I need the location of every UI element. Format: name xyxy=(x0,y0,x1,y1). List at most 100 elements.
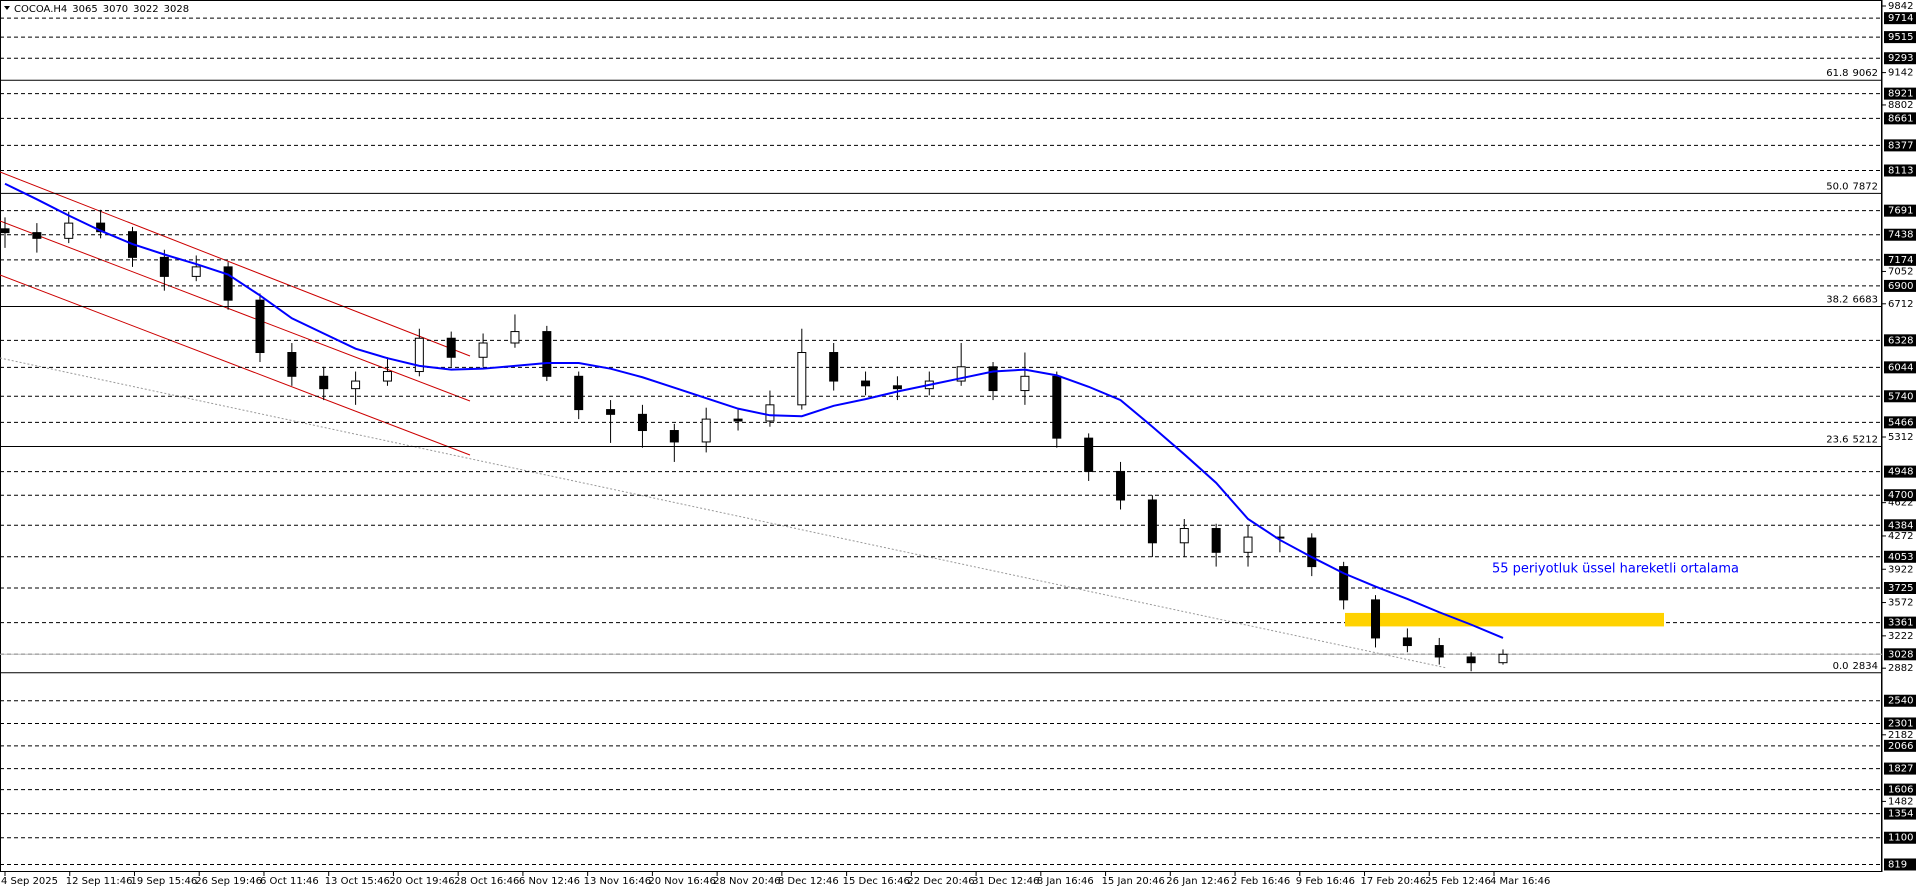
fib-ratio: 38.2 xyxy=(1826,295,1848,306)
level-label-box xyxy=(1884,390,1916,403)
level-label: 7438 xyxy=(1888,230,1913,241)
x-tick-label: 22 Dec 20:46 xyxy=(907,876,974,887)
level-label-box xyxy=(1884,717,1916,730)
fib-label: 50.0 7872 xyxy=(1826,181,1878,192)
level-label-box xyxy=(1884,519,1916,532)
y-tick-label: 4622 xyxy=(1888,498,1913,509)
channel-middle xyxy=(0,220,471,402)
candle-body xyxy=(1179,528,1189,544)
ema-line xyxy=(4,182,1504,639)
y-tick-label: 5312 xyxy=(1888,432,1913,443)
candle-body xyxy=(733,418,743,422)
y-tick-label: 9142 xyxy=(1888,68,1913,79)
level-label: 7174 xyxy=(1888,255,1913,266)
candle-body xyxy=(892,385,902,390)
level-label: 1100 xyxy=(1888,833,1913,844)
x-tick-label: 15 Dec 16:46 xyxy=(843,876,910,887)
quote-value: 3065 xyxy=(72,4,97,15)
y-tick-label: 3222 xyxy=(1888,631,1913,642)
level-label: 8661 xyxy=(1888,113,1913,124)
candle-body xyxy=(1466,656,1476,664)
candle-body xyxy=(574,375,584,411)
level-label: 1354 xyxy=(1888,809,1913,820)
x-tick-label: 25 Feb 12:46 xyxy=(1425,876,1491,887)
fib-label: 61.8 9062 xyxy=(1826,68,1878,79)
level-label-box xyxy=(1884,164,1916,177)
candle-body xyxy=(1147,499,1157,544)
trend-line xyxy=(0,357,1448,669)
x-tick-label: 6 Oct 11:46 xyxy=(260,876,319,887)
x-tick-label: 13 Nov 16:46 xyxy=(584,876,651,887)
y-tick-label: 3572 xyxy=(1888,598,1913,609)
x-tick-label: 6 Nov 12:46 xyxy=(519,876,580,887)
level-label-box xyxy=(1884,139,1916,152)
candle-body xyxy=(1243,536,1253,553)
candle-body xyxy=(351,380,361,390)
candle-body xyxy=(1052,375,1062,439)
x-tick-label: 26 Jan 12:46 xyxy=(1166,876,1229,887)
candle-body xyxy=(669,430,679,443)
level-label-box xyxy=(1884,112,1916,125)
y-tick-label: 8802 xyxy=(1888,100,1913,111)
y-tick-label: 6712 xyxy=(1888,299,1913,310)
candle-body xyxy=(1339,566,1349,601)
candle-body xyxy=(0,228,10,234)
level-label: 8921 xyxy=(1888,89,1913,100)
y-tick-label: 3922 xyxy=(1888,564,1913,575)
fib-label: 23.6 5212 xyxy=(1826,435,1878,446)
x-tick-label: 12 Sep 11:46 xyxy=(66,876,133,887)
x-tick-label: 8 Jan 16:46 xyxy=(1037,876,1094,887)
x-tick-label: 13 Oct 15:46 xyxy=(325,876,390,887)
level-label: 4948 xyxy=(1888,467,1913,478)
level-label-box xyxy=(1884,334,1916,347)
level-label: 4053 xyxy=(1888,552,1913,563)
fib-value: 2834 xyxy=(1853,661,1878,672)
candle-body xyxy=(988,366,998,392)
fib-value: 7872 xyxy=(1853,181,1878,192)
level-label: 2540 xyxy=(1888,696,1913,707)
level-label: 2066 xyxy=(1888,741,1913,752)
fib-label: 0.0 2834 xyxy=(1833,661,1878,672)
level-label-box xyxy=(1884,361,1916,374)
plot-frame xyxy=(0,0,1882,872)
level-label-box xyxy=(1884,253,1916,266)
quote-value: 3028 xyxy=(164,4,189,15)
x-tick-label: 9 Feb 16:46 xyxy=(1296,876,1355,887)
fib-value: 9062 xyxy=(1853,68,1878,79)
candle-body xyxy=(446,337,456,358)
x-tick-label: 20 Oct 19:46 xyxy=(389,876,454,887)
y-tick-label: 2182 xyxy=(1888,730,1913,741)
candle-body xyxy=(797,352,807,406)
candle-body xyxy=(1211,528,1221,553)
level-label-box xyxy=(1884,279,1916,292)
menu-icon[interactable] xyxy=(4,6,10,10)
x-tick-label: 2 Feb 16:46 xyxy=(1231,876,1290,887)
x-tick-label: 4 Sep 2025 xyxy=(1,876,58,887)
fib-ratio: 0.0 xyxy=(1833,661,1849,672)
candle-body xyxy=(765,404,775,422)
fib-value: 6683 xyxy=(1853,295,1878,306)
level-label: 9293 xyxy=(1888,53,1913,64)
level-label: 1606 xyxy=(1888,785,1913,796)
level-label: 3725 xyxy=(1888,583,1913,594)
candle-body xyxy=(1307,537,1317,568)
x-tick-label: 17 Feb 20:46 xyxy=(1361,876,1427,887)
level-label-box xyxy=(1884,831,1916,844)
level-label-box xyxy=(1884,87,1916,100)
x-tick-label: 15 Jan 20:46 xyxy=(1102,876,1165,887)
level-label-box xyxy=(1884,416,1916,429)
level-label-box xyxy=(1884,616,1916,629)
channel-upper xyxy=(0,171,471,357)
x-tick-label: 4 Mar 16:46 xyxy=(1490,876,1550,887)
x-tick-label: 28 Oct 16:46 xyxy=(454,876,519,887)
y-tick-label: 7052 xyxy=(1888,266,1913,277)
level-label: 6900 xyxy=(1888,281,1913,292)
candle-body xyxy=(223,266,233,301)
candle-body xyxy=(1084,437,1094,472)
level-label: 5466 xyxy=(1888,417,1913,428)
candle-body xyxy=(861,380,871,387)
ema-annotation: 55 periyotluk üssel hareketli ortalama xyxy=(1492,562,1739,577)
level-label: 6328 xyxy=(1888,335,1913,346)
candle-body xyxy=(414,337,424,373)
